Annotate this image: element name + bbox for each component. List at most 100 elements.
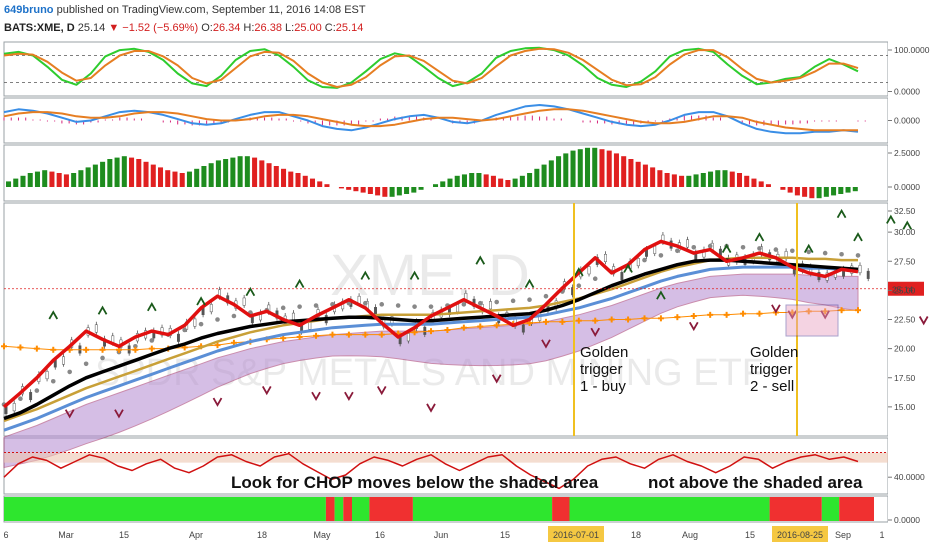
dotted-ma-point <box>198 321 204 327</box>
buy-signal-marker <box>409 270 420 280</box>
momentum-bar <box>288 171 294 187</box>
dotted-ma-point <box>806 249 812 255</box>
momentum-bar <box>809 187 815 199</box>
dotted-ma-point <box>510 298 516 304</box>
buy-signal-marker <box>902 220 913 230</box>
momentum-bar <box>831 187 837 196</box>
sell-signal-marker <box>688 321 699 332</box>
signal-segment-on <box>352 497 370 521</box>
momentum-bar <box>42 170 48 187</box>
golden-trigger-label: 2 - sell <box>750 378 794 395</box>
candle-body <box>242 297 246 306</box>
momentum-bar <box>440 181 446 187</box>
momentum-bar <box>541 164 547 187</box>
chop-note-left: Look for CHOP moves below the shaded are… <box>231 473 599 492</box>
axis-tick-label: 25.00 <box>894 285 916 295</box>
sell-signal-marker <box>261 385 272 396</box>
candle-body <box>521 324 525 333</box>
orange-ma-line <box>3 309 858 351</box>
dotted-ma-point <box>658 253 664 258</box>
dotted-ma-point <box>133 343 138 349</box>
date-label: 18 <box>631 530 641 540</box>
high-label: H: <box>243 22 255 34</box>
black-ma-line <box>3 258 859 421</box>
axis-tick-label: 32.50 <box>894 206 916 216</box>
candle-body <box>374 307 377 316</box>
buy-signal-marker <box>574 267 584 277</box>
dotted-ma-point <box>149 338 155 343</box>
momentum-bar <box>208 163 214 187</box>
buy-signal-marker <box>656 290 666 300</box>
date-label: 15 <box>500 530 510 540</box>
momentum-bar <box>27 173 33 187</box>
date-label: 6 <box>3 530 8 540</box>
date-label: 1 <box>879 530 884 540</box>
momentum-bar <box>787 187 793 193</box>
momentum-bar <box>136 159 142 187</box>
symbol-label[interactable]: BATS:XME, D <box>4 22 75 34</box>
candle-body <box>603 254 607 262</box>
momentum-bar <box>252 157 258 187</box>
momentum-bar <box>671 174 677 187</box>
candle-body <box>653 245 657 254</box>
momentum-bar <box>823 187 829 197</box>
dotted-ma-point <box>707 243 713 249</box>
dotted-ma-point <box>691 244 697 250</box>
dotted-ma-point <box>855 253 861 258</box>
dotted-ma-point <box>642 257 647 263</box>
signal-segment-on <box>4 497 326 521</box>
date-label: Jun <box>434 530 449 540</box>
momentum-bar <box>114 157 120 187</box>
buy-signal-marker <box>48 310 59 320</box>
momentum-bar <box>186 171 192 187</box>
momentum-bar <box>708 171 714 187</box>
candle-body <box>423 326 427 335</box>
dotted-ma-point <box>67 369 72 375</box>
axis-tick-label: 0.0000 <box>894 116 920 126</box>
momentum-bar <box>34 171 40 187</box>
candle-body <box>866 270 870 279</box>
stochastic-series-1 <box>3 47 859 88</box>
candle-body <box>456 304 460 313</box>
momentum-bar <box>100 161 106 187</box>
sell-signal-marker <box>64 409 75 419</box>
date-highlight <box>548 526 604 542</box>
momentum-bar <box>729 171 735 187</box>
momentum-bar <box>621 156 627 187</box>
momentum-bar <box>498 178 504 187</box>
momentum-bar <box>63 174 69 187</box>
signal-segment-off <box>369 497 413 521</box>
momentum-bar <box>172 171 178 187</box>
low-value: 25.00 <box>294 22 322 34</box>
momentum-bar <box>143 161 149 187</box>
momentum-bar <box>85 167 91 187</box>
momentum-bar <box>433 184 439 187</box>
momentum-bar <box>309 178 316 187</box>
close-label: C: <box>324 22 336 34</box>
dotted-ma-point <box>675 248 680 254</box>
axis-tick-label: 20.00 <box>894 344 916 354</box>
dotted-ma-point <box>280 305 286 311</box>
sell-signal-marker <box>820 310 830 320</box>
axis-tick-label: 17.50 <box>894 373 916 383</box>
buy-signal-marker <box>803 243 814 254</box>
sell-zone-box <box>785 304 839 337</box>
golden-trigger-label: Golden <box>750 344 798 361</box>
dotted-ma-point <box>757 246 762 251</box>
candle-body <box>209 304 213 313</box>
author-link[interactable]: 649bruno <box>4 4 54 16</box>
momentum-bar <box>121 156 127 187</box>
last-price-tag-text: 25.14 <box>892 285 914 295</box>
momentum-bar <box>157 167 164 187</box>
axis-tick-label: 0.0000 <box>894 182 920 192</box>
sell-signal-marker <box>918 316 929 326</box>
candle-body <box>193 318 197 327</box>
dotted-ma-point <box>363 300 368 306</box>
momentum-bar <box>20 175 26 187</box>
macd-series-1 <box>3 108 858 132</box>
dotted-ma-point <box>839 251 844 257</box>
candle-body <box>308 321 312 330</box>
candle-body <box>62 356 65 365</box>
candle-body <box>45 371 49 380</box>
